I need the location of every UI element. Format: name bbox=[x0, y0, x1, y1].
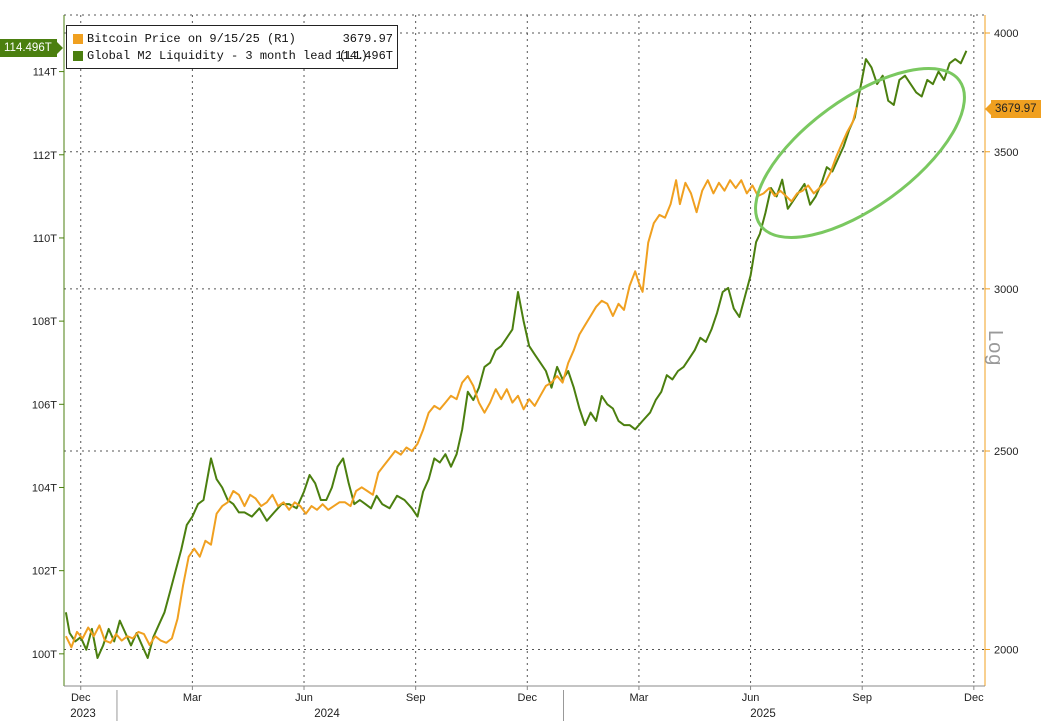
x-tick-label: Mar bbox=[629, 692, 648, 704]
left-tick-label: 114T bbox=[33, 67, 58, 79]
x-tick-label: Mar bbox=[183, 692, 202, 704]
year-label: 2023 bbox=[70, 708, 96, 720]
left-tick-label: 112T bbox=[33, 150, 58, 162]
left-tick-label: 100T bbox=[32, 649, 57, 661]
last-value-tag-bitcoin: 3679.97 bbox=[985, 100, 1041, 118]
log-scale-label: Log bbox=[984, 330, 1006, 367]
last-value-tag-m2: 114.496T bbox=[0, 39, 63, 57]
series-line-m2 bbox=[64, 50, 968, 659]
x-tick-label: Sep bbox=[406, 692, 426, 704]
left-tick-label: 104T bbox=[32, 482, 57, 494]
x-tick-label: Dec bbox=[518, 692, 538, 704]
legend-item-m2: Global M2 Liquidity - 3 month lead (L1) … bbox=[73, 48, 393, 64]
left-tick-label: 110T bbox=[33, 233, 58, 245]
legend-swatch-bitcoin bbox=[73, 34, 83, 44]
x-tick-label: Sep bbox=[852, 692, 872, 704]
x-tick-label: Jun bbox=[295, 692, 313, 704]
legend-value-m2: 114.496T bbox=[335, 49, 393, 63]
x-tick-label: Dec bbox=[964, 692, 984, 704]
series-line-bitcoin bbox=[65, 106, 858, 649]
right-tick-label: 2000 bbox=[994, 644, 1018, 656]
grid bbox=[64, 14, 985, 686]
legend: Bitcoin Price on 9/15/25 (R1) 3679.97 Gl… bbox=[66, 25, 398, 69]
legend-label-m2: Global M2 Liquidity - 3 month lead (L1) bbox=[87, 49, 368, 63]
left-tick-label: 108T bbox=[32, 316, 57, 328]
legend-value-bitcoin: 3679.97 bbox=[342, 32, 393, 46]
year-label: 2025 bbox=[750, 708, 776, 720]
left-tick-label: 102T bbox=[32, 566, 57, 578]
highlight-ellipse bbox=[754, 67, 966, 239]
right-tick-label: 4000 bbox=[994, 28, 1018, 40]
x-tick-label: Dec bbox=[71, 692, 91, 704]
right-tick-label: 3500 bbox=[994, 147, 1018, 159]
series-layer bbox=[64, 50, 968, 659]
axes: 100T 102T 104T 106T 108T 110T 112T 114T 2000 2500… bbox=[32, 15, 1018, 721]
x-tick-label: Jun bbox=[742, 692, 760, 704]
legend-swatch-m2 bbox=[73, 51, 83, 61]
right-tick-label: 2500 bbox=[994, 446, 1018, 458]
left-tick-label: 106T bbox=[32, 399, 57, 411]
legend-item-bitcoin: Bitcoin Price on 9/15/25 (R1) 3679.97 bbox=[73, 31, 393, 47]
legend-label-bitcoin: Bitcoin Price on 9/15/25 (R1) bbox=[87, 32, 296, 46]
year-label: 2024 bbox=[314, 708, 340, 720]
right-tick-label: 3000 bbox=[994, 284, 1018, 296]
